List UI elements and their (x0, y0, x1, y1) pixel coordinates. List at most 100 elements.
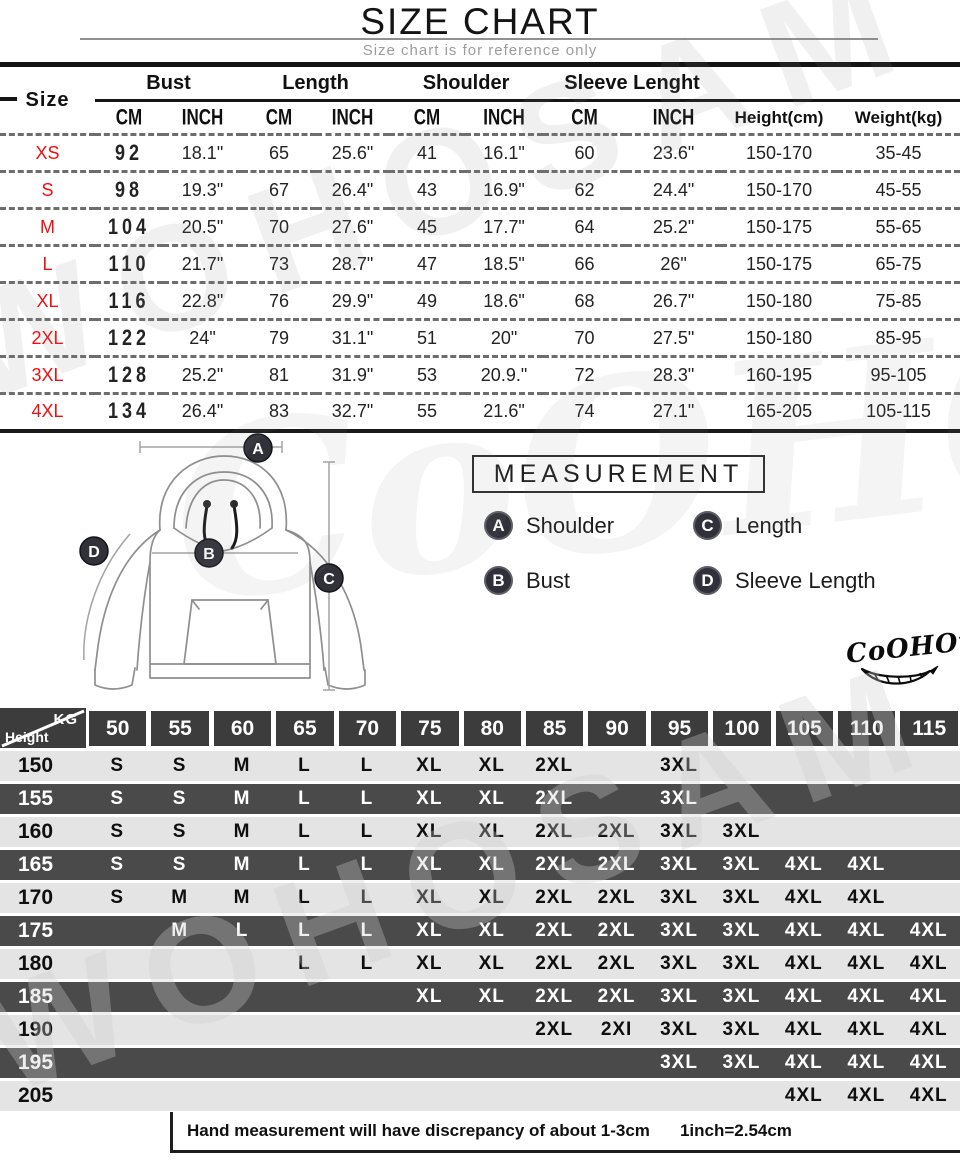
cell-height: 150-180 (746, 327, 813, 348)
weight-header-55: 55 (151, 711, 209, 746)
corner-kg-label: KG (53, 711, 78, 728)
matrix-size-cell: 3XL (722, 1052, 761, 1073)
unit-inch: INCH (626, 101, 721, 135)
matrix-size-cell: 3XL (660, 887, 698, 908)
matrix-size-cell: 2XL (597, 821, 636, 842)
cell-sh_in: 18.5" (483, 253, 525, 274)
matrix-size-cell: 3XL (660, 953, 698, 974)
matrix-size-cell: 2XL (597, 920, 636, 941)
matrix-size-cell: 3XL (722, 887, 761, 908)
cell-bust_cm: 128 (95, 357, 163, 394)
cell-weight: 55-65 (875, 216, 922, 237)
cell-len_cm: 67 (269, 179, 290, 200)
matrix-size-cell: 3XL (660, 755, 698, 776)
matrix-size-cell: M (233, 755, 251, 776)
matrix-size-cell: L (360, 887, 374, 908)
matrix-size-cell: 2XL (535, 788, 574, 809)
matrix-size-cell: 2XI (600, 1019, 633, 1040)
matrix-size-cell: 3XL (660, 1019, 698, 1040)
weight-header-115: 115 (900, 711, 958, 746)
bust-cm-value: 116 (108, 288, 150, 313)
unit-inch: INCH (316, 101, 389, 135)
cell-sl_cm: 70 (574, 327, 595, 348)
matrix-size-cell: 4XL (847, 1019, 886, 1040)
cell-len_cm: 79 (269, 327, 290, 348)
matrix-size-cell: S (110, 854, 125, 875)
matrix-size-cell: 2XL (535, 986, 574, 1007)
cell-size: XS (35, 142, 60, 163)
cell-sh_cm: 51 (417, 327, 438, 348)
cell-size: S (41, 179, 54, 200)
cell-sh_in: 20.9." (480, 364, 528, 385)
matrix-size-cell: XL (416, 887, 443, 908)
page-subtitle: Size chart is for reference only (362, 42, 598, 59)
unit-cm: CM (543, 101, 626, 135)
matrix-size-cell: 4XL (909, 1085, 948, 1106)
matrix-height-label: 190 (18, 1018, 54, 1041)
matrix-size-cell: XL (478, 986, 505, 1007)
size-row-4XL: 4XL 134 26.4" 83 32.7" 55 21.6" 74 27.1" 165-205 1… (0, 393, 960, 431)
weight-header-95: 95 (650, 711, 709, 746)
title-divider (80, 38, 878, 40)
cell-sh_cm: 55 (417, 401, 438, 422)
matrix-size-cell: 4XL (784, 1052, 823, 1073)
bust-cm-value: 104 (107, 214, 151, 239)
size-row-XL: XL 116 22.8" 76 29.9" 49 18.6" 68 26.7" 150-180 75… (0, 282, 960, 320)
svg-text:C: C (323, 571, 335, 588)
cell-weight: 65-75 (875, 253, 922, 274)
matrix-size-cell: XL (416, 788, 443, 809)
badge-b-icon: B (484, 566, 513, 595)
matrix-height-label: 195 (18, 1051, 54, 1074)
badge-a-icon: A (484, 511, 513, 540)
size-corner-label: Size (0, 65, 95, 135)
cell-sl_cm: 64 (574, 216, 595, 237)
cell-weight: 35-45 (875, 142, 922, 163)
cell-sh_in: 16.1" (483, 142, 525, 163)
matrix-height-label: 155 (18, 787, 54, 810)
matrix-height-label: 185 (18, 985, 54, 1008)
legend-item-shoulder: A Shoulder (484, 511, 614, 540)
cell-sh_cm: 47 (417, 253, 438, 274)
matrix-size-cell: L (360, 821, 374, 842)
cell-sh_in: 20" (490, 327, 518, 348)
footer-note: Hand measurement will have discrepancy o… (187, 1121, 650, 1140)
size-row-S: S 98 19.3" 67 26.4" 43 16.9" 62 24.4" 150-170 45-5… (0, 171, 960, 209)
matrix-size-cell: M (171, 887, 189, 908)
cell-len_cm: 81 (269, 364, 290, 385)
matrix-size-cell: 4XL (909, 920, 948, 941)
matrix-size-cell: 4XL (847, 854, 886, 875)
matrix-size-cell: XL (478, 788, 505, 809)
matrix-size-cell: 2XL (597, 986, 636, 1007)
cell-sl_in: 26.7" (652, 290, 695, 311)
cell-len_cm: 65 (269, 142, 290, 163)
cell-sl_cm: 72 (574, 364, 595, 385)
matrix-size-cell: 2XL (535, 821, 574, 842)
size-row-3XL: 3XL 128 25.2" 81 31.9" 53 20.9." 72 28.3" 160-195… (0, 356, 960, 394)
unit-label: INCH (181, 104, 224, 130)
matrix-row-180: 180 L L XL XL 2XL 2XL 3XL 3XL 4XL 4XL 4XL (0, 949, 960, 979)
svg-text:A: A (252, 441, 264, 458)
measurement-box-title: MEASUREMENT (472, 455, 765, 493)
matrix-size-cell: 2XL (535, 1019, 574, 1040)
matrix-size-cell: 3XL (660, 986, 698, 1007)
unit-label: CM (413, 104, 441, 130)
matrix-size-cell: 3XL (660, 821, 698, 842)
matrix-row-165: 165 S S M L L XL XL 2XL 2XL 3XL 3XL 4XL 4XL (0, 850, 960, 880)
diagram-badge-bust: B (194, 538, 224, 568)
cell-sl_in: 23.6" (652, 142, 695, 163)
weight-column-header: Weight(kg) (854, 107, 943, 127)
matrix-size-cell: S (110, 755, 125, 776)
cell-sl_in: 27.1" (652, 401, 695, 422)
cell-sl_cm: 66 (574, 253, 595, 274)
cell-len_in: 26.4" (331, 179, 374, 200)
svg-text:B: B (203, 546, 215, 563)
matrix-size-cell: XL (416, 755, 443, 776)
cell-sh_cm: 49 (417, 290, 438, 311)
badge-d-icon: D (693, 566, 722, 595)
matrix-height-label: 150 (18, 754, 54, 777)
matrix-size-cell: 2XL (535, 755, 574, 776)
diagram-badge-shoulder: A (243, 433, 273, 463)
size-table-section: Size Bust Length Shoulder Sleeve Lenght … (0, 62, 960, 433)
cell-sh_in: 18.6" (483, 290, 525, 311)
